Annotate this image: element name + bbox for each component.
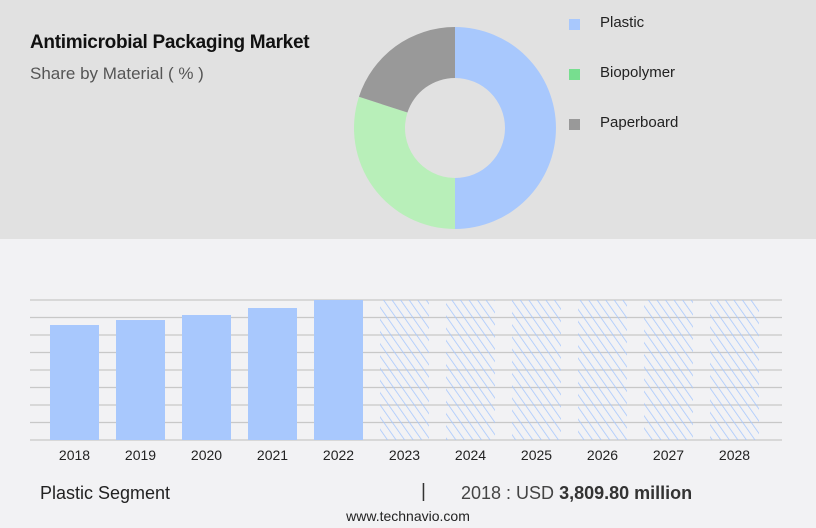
- bar-forecast-2028: [710, 300, 759, 440]
- bar-forecast-2025: [512, 300, 561, 440]
- legend-item-paperboard: Paperboard: [569, 114, 729, 134]
- segment-label: Plastic Segment: [40, 483, 171, 503]
- bar-forecast-2027: [644, 300, 693, 440]
- bar-2018: [50, 324, 99, 440]
- donut-chart: [354, 27, 556, 230]
- chart-title: Antimicrobial Packaging Market: [30, 32, 310, 53]
- donut-slice-paperboard: [358, 27, 455, 113]
- legend-swatch: [569, 69, 580, 80]
- x-tick-label: 2024: [455, 447, 486, 463]
- x-tick-label: 2028: [719, 447, 750, 463]
- bar-2021: [248, 307, 297, 440]
- legend-item-plastic: Plastic: [569, 14, 729, 34]
- x-tick-label: 2020: [191, 447, 222, 463]
- chart-subtitle: Share by Material ( % ): [30, 64, 204, 83]
- x-tick-label: 2022: [323, 447, 354, 463]
- donut-slice-biopolymer: [354, 96, 455, 230]
- bar-chart: 2018 2019 2020 2021 2022 2023 2024 2025 2026 2027…: [30, 299, 782, 463]
- x-tick-label: 2019: [125, 447, 156, 463]
- donut-slice-plastic: [455, 27, 556, 229]
- separator: |: [421, 481, 426, 502]
- bar-forecast-2023: [380, 300, 429, 440]
- x-tick-label: 2026: [587, 447, 618, 463]
- bar-2022: [314, 300, 363, 440]
- value-prefix: 2018 : USD: [461, 483, 555, 503]
- x-tick-label: 2018: [59, 447, 90, 463]
- bar-forecast-2026: [578, 300, 627, 440]
- legend-swatch: [569, 19, 580, 30]
- legend-item-biopolymer: Biopolymer: [569, 64, 729, 84]
- x-tick-label: 2027: [653, 447, 684, 463]
- legend-label: Biopolymer: [600, 64, 676, 81]
- value-amount: 3,809.80 million: [559, 483, 693, 503]
- legend-swatch: [569, 119, 580, 130]
- source-url: www.technavio.com: [346, 508, 470, 524]
- x-tick-label: 2021: [257, 447, 288, 463]
- bar-2019: [116, 320, 165, 440]
- x-tick-label: 2023: [389, 447, 420, 463]
- segment-value: 2018 : USD 3,809.80 million: [461, 483, 692, 504]
- legend-label: Paperboard: [600, 114, 679, 131]
- x-tick-label: 2025: [521, 447, 552, 463]
- bar-forecast-2024: [446, 300, 495, 440]
- legend-label: Plastic: [600, 14, 645, 31]
- bar-2020: [182, 315, 231, 440]
